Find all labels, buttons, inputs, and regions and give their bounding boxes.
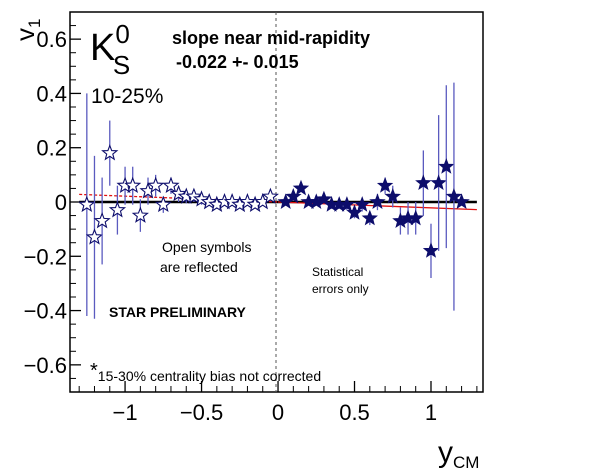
- filled-star-point: [407, 209, 424, 226]
- y-tick-label: 0.6: [36, 27, 67, 52]
- centrality-label: 10-25%: [91, 85, 163, 108]
- x-tick-label: −0.5: [180, 400, 223, 425]
- filled-star-point: [361, 209, 378, 226]
- open-star-point: [78, 195, 96, 213]
- filled-star-point: [369, 193, 386, 210]
- open-star-point: [108, 201, 127, 218]
- particle-main: K: [90, 27, 115, 69]
- particle-sup: 0: [115, 19, 129, 49]
- filled-star-point: [292, 179, 310, 196]
- open-star-point: [124, 176, 142, 194]
- filled-star-point: [346, 204, 363, 220]
- filled-star-point: [376, 177, 394, 193]
- y-axis-sub: 1: [25, 19, 44, 28]
- y-axis-label: v: [10, 28, 40, 41]
- open-star-point: [147, 176, 165, 194]
- open-star-point: [154, 195, 172, 213]
- open-star-point: [170, 184, 188, 202]
- x-tick-label: 0: [272, 400, 284, 425]
- x-axis-title: yCM: [438, 436, 479, 472]
- filled-star-point: [445, 187, 463, 204]
- open-star-point: [131, 206, 149, 223]
- y-tick-label: −0.2: [24, 244, 67, 269]
- particle-sub: S: [113, 50, 130, 80]
- data-points: [78, 82, 470, 319]
- stat-note-1: Statistical: [312, 265, 363, 279]
- filled-star-point: [430, 174, 447, 191]
- filled-star-point: [438, 158, 455, 174]
- y-axis-title: v1: [10, 19, 44, 41]
- open-star-point: [223, 192, 241, 210]
- slope-title: slope near mid-rapidity: [172, 28, 370, 48]
- y-tick-label: 0.2: [36, 136, 67, 161]
- open-symbols-note-1: Open symbols: [162, 239, 251, 255]
- open-star-point: [192, 190, 211, 207]
- x-axis-sub: CM: [453, 453, 479, 472]
- fit-lines: [79, 193, 477, 211]
- y-tick-label: 0: [55, 190, 67, 215]
- open-star-point: [101, 144, 119, 161]
- preliminary-label: STAR PRELIMINARY: [109, 304, 247, 320]
- open-star-point: [238, 192, 257, 210]
- filled-star-point: [415, 174, 432, 191]
- y-tick-label: −0.4: [24, 299, 67, 324]
- footnote: *15-30% centrality bias not corrected: [90, 360, 321, 384]
- x-tick-label: 1: [425, 400, 437, 425]
- open-star-point: [185, 187, 203, 204]
- x-axis-label: y: [438, 436, 453, 469]
- particle-label: K0 S: [90, 19, 130, 80]
- filled-star-point: [285, 187, 302, 204]
- filled-star-point: [384, 187, 401, 204]
- footnote-star: *: [90, 360, 98, 382]
- x-tick-label: −1: [113, 400, 138, 425]
- filled-star-point: [338, 196, 356, 212]
- filled-star-point: [453, 193, 470, 210]
- y-tick-label: −0.6: [24, 353, 67, 378]
- open-star-point: [93, 211, 111, 229]
- filled-star-point: [353, 196, 371, 212]
- axis-ticks: −1 −0.5 0 0.5 1 −0.6 −0.4 −0.2 0 0.2 0.4 0.6: [24, 25, 478, 425]
- open-star-point: [85, 228, 104, 245]
- y-tick-label: 0.4: [36, 81, 67, 106]
- filled-star-point: [422, 242, 440, 258]
- footnote-text: 15-30% centrality bias not corrected: [98, 368, 321, 384]
- x-tick-label: 0.5: [339, 400, 370, 425]
- open-symbols-note-2: are reflected: [160, 259, 238, 275]
- open-star-point: [261, 187, 279, 204]
- open-star-point: [162, 176, 180, 194]
- slope-value: -0.022 +- 0.015: [176, 52, 299, 72]
- open-star-point: [200, 192, 218, 210]
- stat-note-2: errors only: [312, 282, 369, 296]
